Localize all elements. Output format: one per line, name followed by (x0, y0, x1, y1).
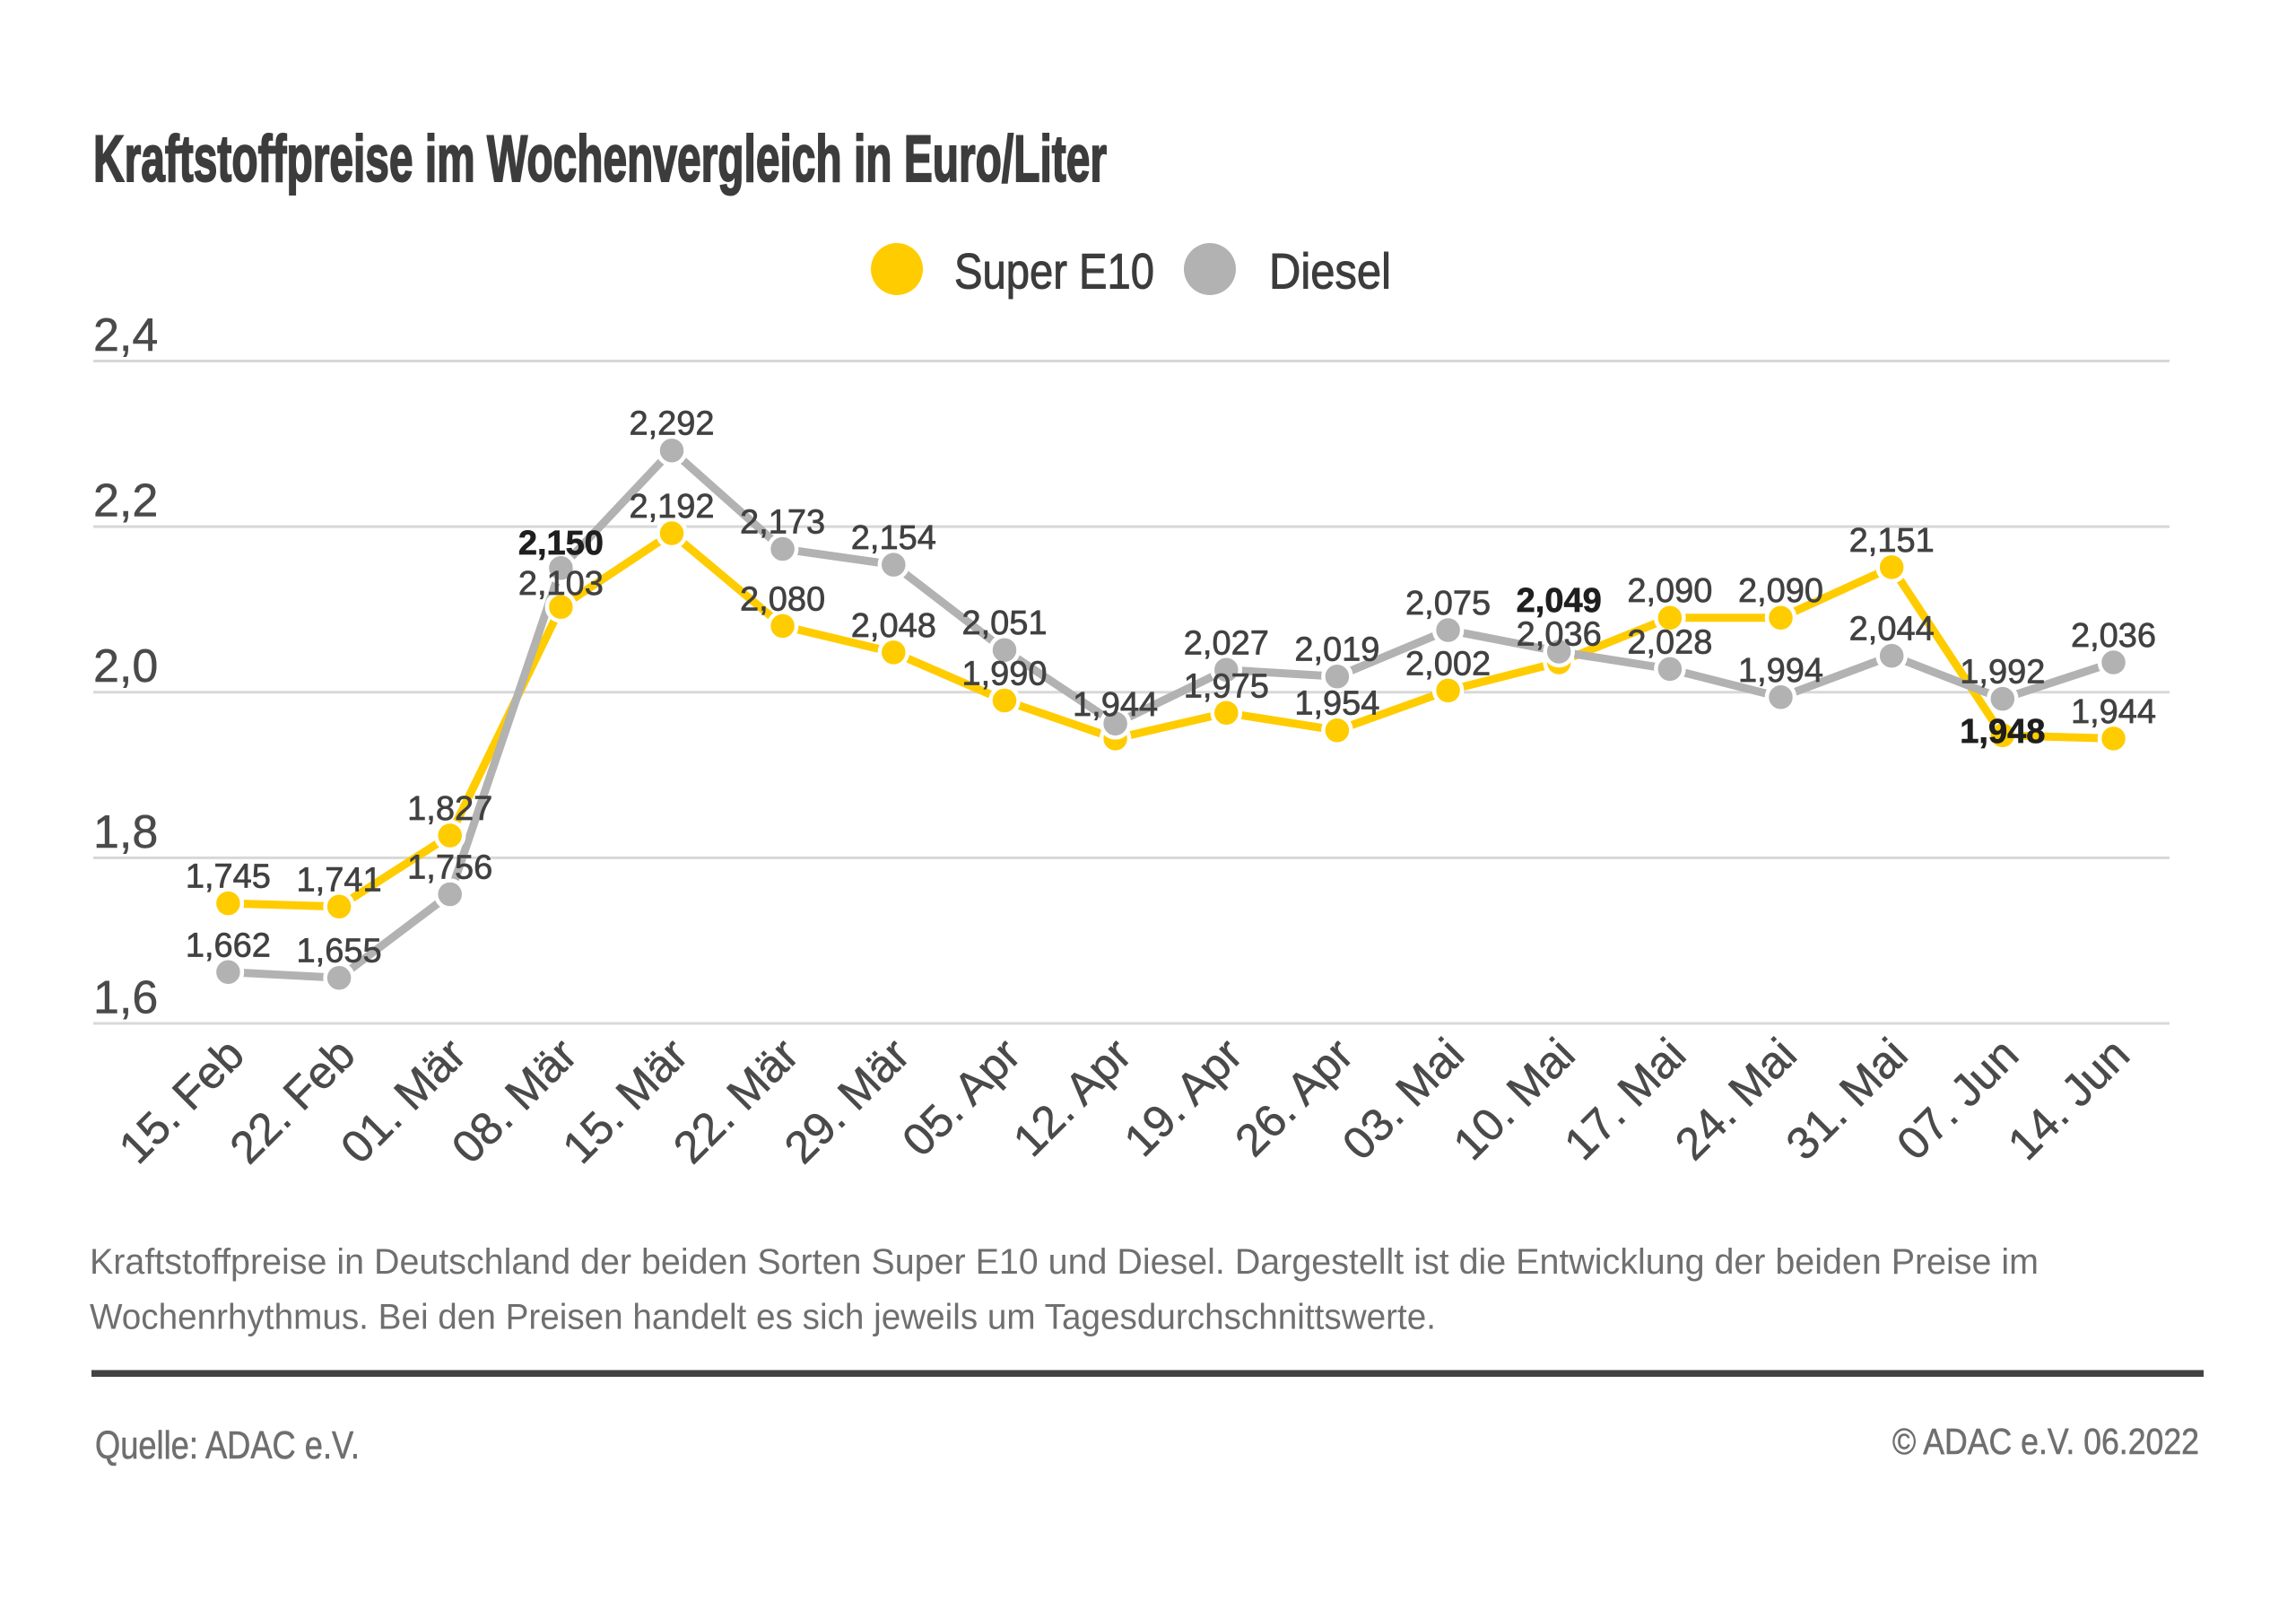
svg-text:Diesel: Diesel (1269, 243, 1391, 300)
svg-text:1,994: 1,994 (1738, 652, 1823, 690)
svg-text:1,944: 1,944 (2071, 693, 2156, 731)
svg-text:1,756: 1,756 (407, 849, 492, 887)
svg-text:Super E10: Super E10 (954, 243, 1154, 300)
svg-text:2,028: 2,028 (1627, 623, 1712, 661)
svg-text:2,173: 2,173 (740, 504, 825, 542)
svg-text:1,975: 1,975 (1184, 667, 1269, 705)
svg-text:1,990: 1,990 (961, 656, 1047, 693)
svg-text:Kraftstoffpreise im Wochenverg: Kraftstoffpreise im Wochenvergleich in E… (93, 123, 1107, 196)
svg-text:2,090: 2,090 (1738, 572, 1823, 610)
svg-text:2,051: 2,051 (961, 605, 1047, 642)
svg-text:2,044: 2,044 (1849, 611, 1935, 648)
svg-text:2,027: 2,027 (1184, 624, 1269, 662)
svg-text:1,741: 1,741 (297, 861, 382, 899)
svg-text:1,948: 1,948 (1960, 713, 2045, 751)
svg-text:2,080: 2,080 (740, 580, 825, 618)
svg-text:1,6: 1,6 (93, 972, 158, 1024)
svg-text:Quelle: ADAC e.V.: Quelle: ADAC e.V. (95, 1423, 360, 1467)
svg-text:© ADAC e.V. 06.2022: © ADAC e.V. 06.2022 (1892, 1421, 2199, 1462)
svg-text:2,049: 2,049 (1517, 582, 1602, 620)
svg-text:2,192: 2,192 (629, 488, 714, 526)
svg-text:1,8: 1,8 (93, 806, 158, 858)
svg-text:2,048: 2,048 (851, 607, 936, 645)
svg-text:2,4: 2,4 (93, 309, 158, 361)
svg-text:2,154: 2,154 (851, 519, 936, 557)
svg-text:2,150: 2,150 (518, 525, 604, 562)
svg-text:1,662: 1,662 (186, 927, 271, 964)
svg-text:1,944: 1,944 (1073, 686, 1158, 724)
svg-text:Kraftstoffpreise in Deutschlan: Kraftstoffpreise in Deutschland der beid… (90, 1242, 2039, 1282)
svg-text:1,954: 1,954 (1294, 685, 1379, 723)
svg-text:1,827: 1,827 (407, 790, 492, 828)
svg-text:2,075: 2,075 (1405, 585, 1491, 622)
svg-text:2,292: 2,292 (629, 405, 714, 443)
svg-text:2,036: 2,036 (1517, 616, 1602, 654)
svg-text:1,992: 1,992 (1960, 654, 2045, 692)
svg-text:1,745: 1,745 (186, 858, 271, 896)
svg-text:2,019: 2,019 (1294, 631, 1379, 669)
svg-text:2,036: 2,036 (2071, 617, 2156, 655)
svg-text:2,103: 2,103 (518, 565, 604, 603)
svg-text:2,151: 2,151 (1849, 522, 1935, 560)
svg-text:2,0: 2,0 (93, 640, 158, 692)
svg-text:2,2: 2,2 (93, 475, 158, 527)
svg-text:1,655: 1,655 (297, 933, 382, 970)
svg-text:Wochenrhythmus. Bei den Preise: Wochenrhythmus. Bei den Preisen handelt … (90, 1298, 1436, 1337)
svg-text:2,090: 2,090 (1627, 572, 1712, 610)
svg-text:2,002: 2,002 (1405, 645, 1491, 683)
